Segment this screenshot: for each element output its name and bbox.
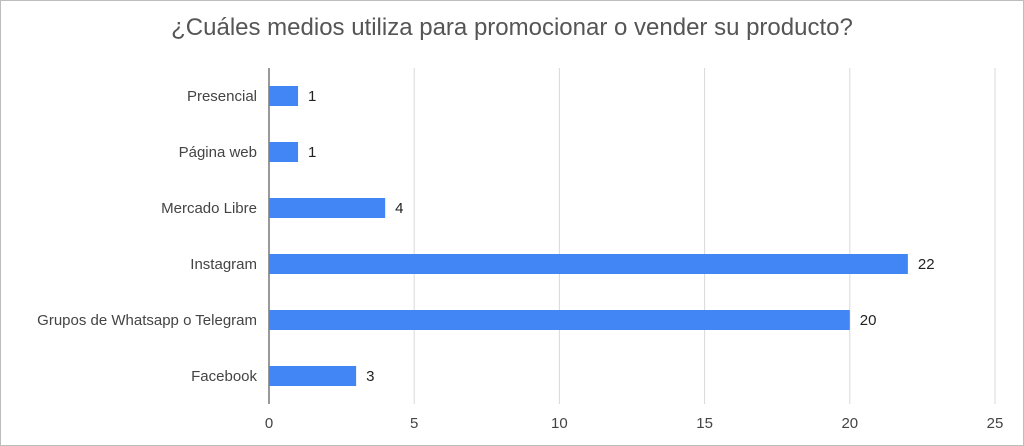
bar (269, 310, 850, 330)
data-label: 1 (308, 88, 316, 105)
x-tick-label: 20 (841, 415, 858, 432)
data-label: 20 (860, 312, 877, 329)
data-label: 22 (918, 256, 935, 273)
x-tick-label: 5 (410, 415, 418, 432)
category-label: Mercado Libre (161, 200, 257, 217)
bar (269, 366, 357, 386)
data-label: 4 (395, 200, 403, 217)
category-label: Facebook (191, 368, 257, 385)
x-tick-label: 25 (987, 415, 1004, 432)
x-tick-label: 10 (551, 415, 568, 432)
chart-title: ¿Cuáles medios utiliza para promocionar … (171, 14, 853, 41)
labels: 0 5 10 15 20 25 Presencial 1 Página web 1 Mercado … (37, 88, 1003, 432)
bar (269, 142, 299, 162)
data-label: 3 (366, 368, 374, 385)
bar (269, 86, 299, 106)
x-tick-label: 15 (696, 415, 713, 432)
category-label: Presencial (187, 88, 257, 105)
x-tick-label: 0 (265, 415, 273, 432)
category-label: Instagram (190, 256, 257, 273)
bar (269, 254, 908, 274)
bars (269, 86, 908, 386)
category-label: Página web (179, 144, 257, 161)
gridlines (268, 68, 996, 404)
bar (269, 198, 386, 218)
data-label: 1 (308, 144, 316, 161)
category-label: Grupos de Whatsapp o Telegram (37, 312, 257, 329)
